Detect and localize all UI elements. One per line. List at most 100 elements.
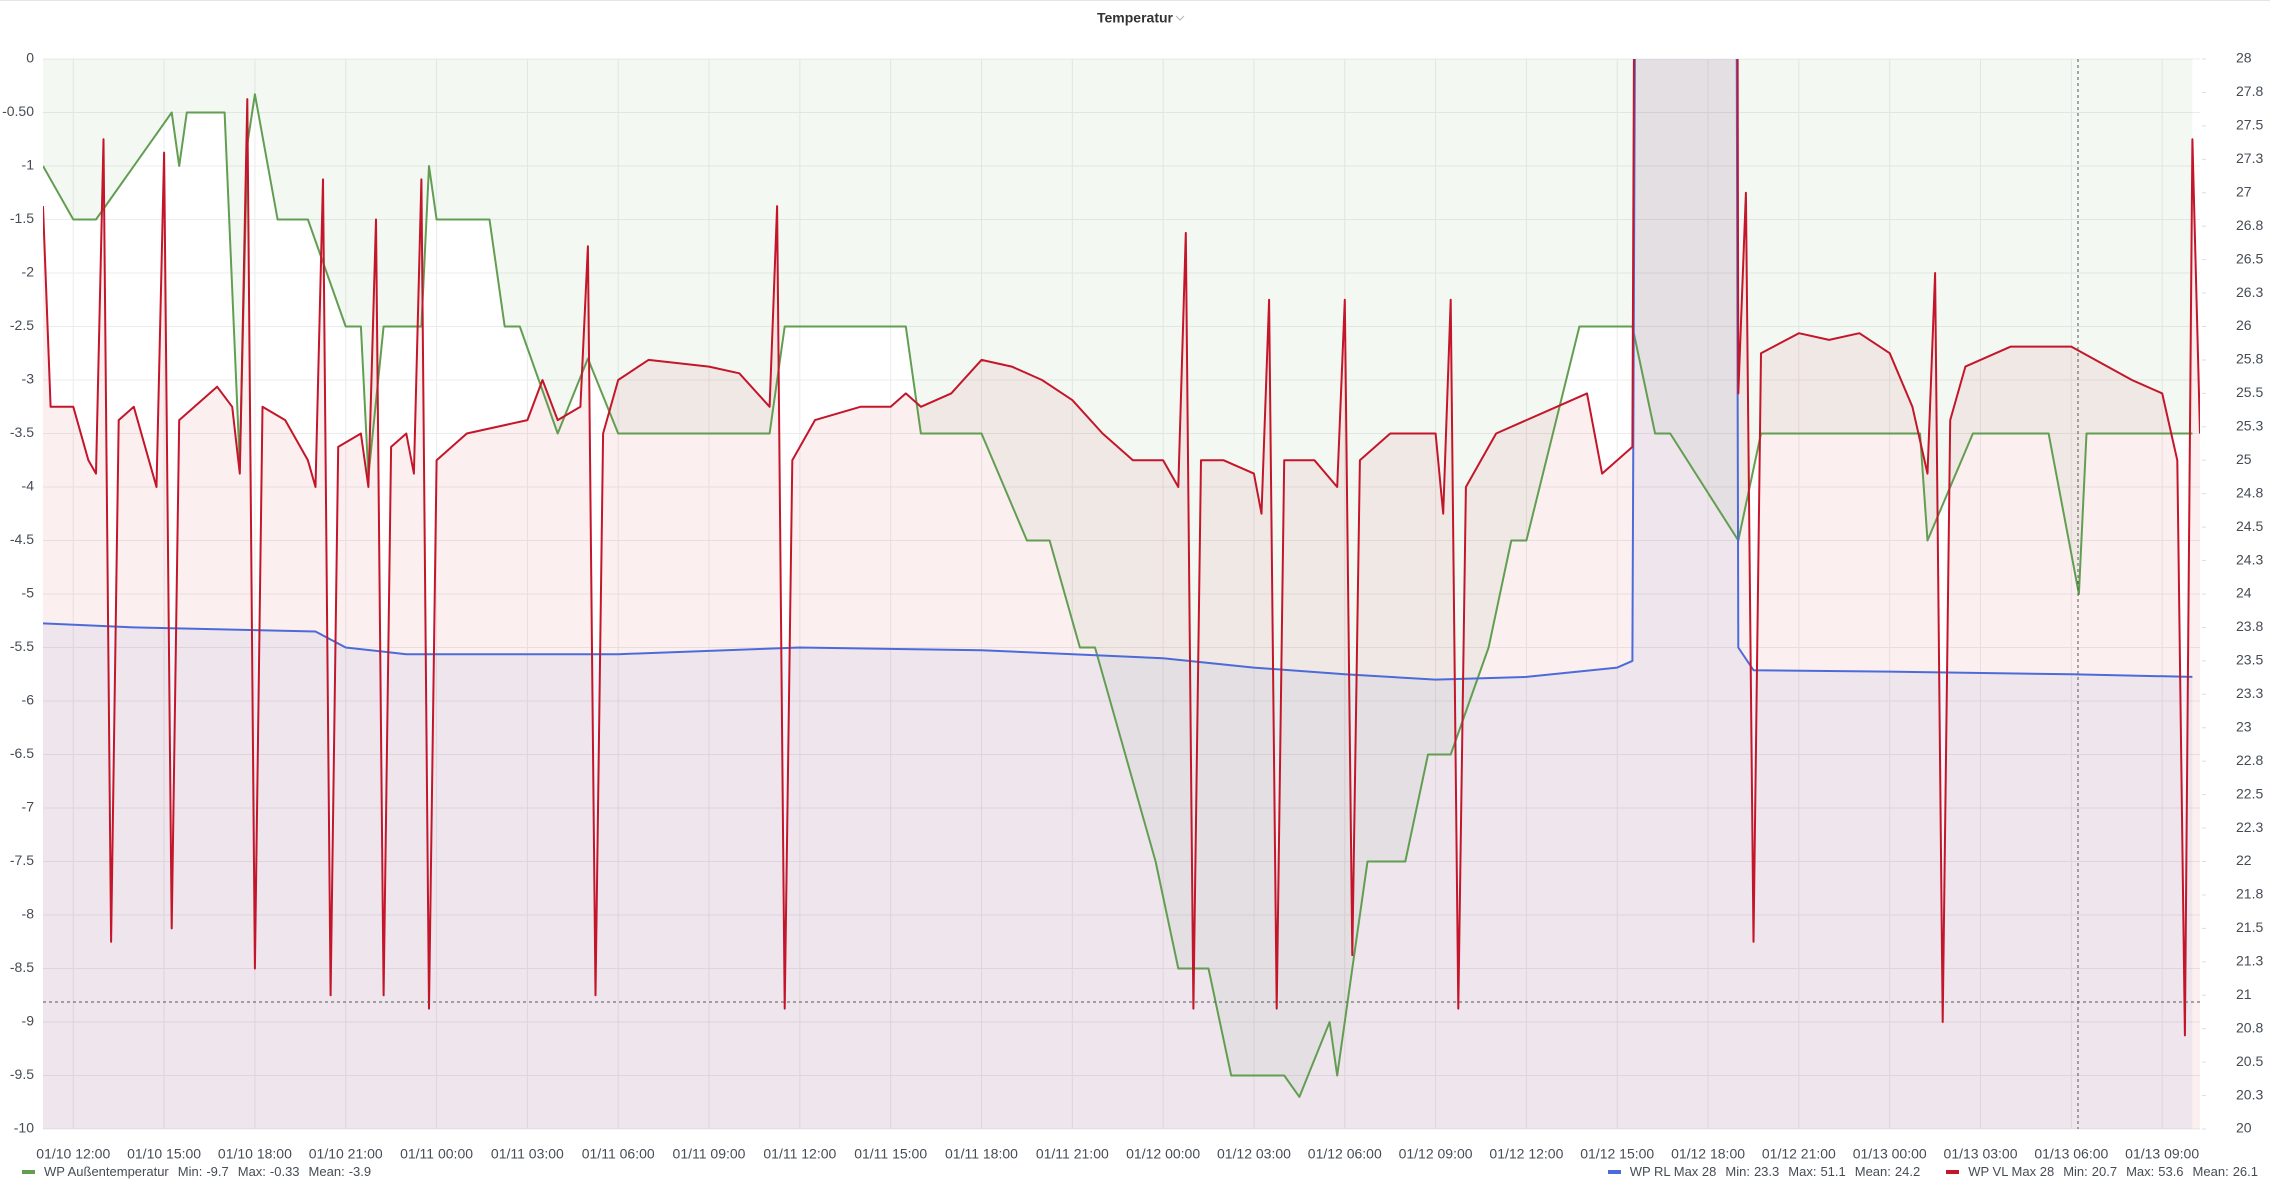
y2-tick-label: 22.8	[2236, 752, 2263, 768]
y2-tick-label: 26.5	[2236, 250, 2263, 266]
legend-stat: Min: -9.7	[178, 1164, 229, 1179]
x-tick-label: 01/11 09:00	[673, 1146, 746, 1162]
legend-name: WP VL Max 28	[1968, 1164, 2055, 1179]
y-tick-label: -3.5	[10, 424, 34, 440]
legend-item[interactable]: WP VL Max 28 Min: 20.7 Max: 53.6 Mean: 26.1	[1946, 1164, 2258, 1179]
x-tick-label: 01/12 21:00	[1762, 1146, 1836, 1162]
y-tick-label: -10	[14, 1120, 34, 1136]
x-tick-label: 01/10 18:00	[218, 1146, 292, 1162]
x-tick-label: 01/12 06:00	[1308, 1146, 1382, 1162]
legend-stat: Mean: 24.2	[1855, 1164, 1920, 1179]
legend-stat: Mean: 26.1	[2193, 1164, 2258, 1179]
series-area	[43, 59, 2193, 1129]
legend-stat: Max: -0.33	[238, 1164, 300, 1179]
y2-tick-label: 27.8	[2236, 83, 2263, 99]
legend-right: WP RL Max 28 Min: 23.3 Max: 51.1 Mean: 24.2 WP …	[1607, 1164, 2258, 1179]
legend-stat-label: Mean:	[308, 1164, 345, 1179]
y2-tick-label: 25.8	[2236, 351, 2263, 367]
y-tick-label: -5.5	[10, 638, 34, 654]
legend-stat-label: Max:	[2126, 1164, 2155, 1179]
y2-tick-label: 27	[2236, 183, 2252, 199]
y2-tick-label: 21	[2236, 986, 2252, 1002]
legend-stat: Min: 23.3	[1725, 1164, 1779, 1179]
legend-stat: Max: 53.6	[2126, 1164, 2183, 1179]
y-tick-label: -4	[22, 478, 35, 494]
x-tick-label: 01/10 15:00	[127, 1146, 201, 1162]
y-tick-label: -8	[22, 906, 35, 922]
y2-tick-label: 24.5	[2236, 518, 2263, 534]
legend-stat: Mean: -3.9	[309, 1164, 372, 1179]
fills	[43, 59, 2200, 1129]
x-tick-label: 01/11 18:00	[945, 1146, 1018, 1162]
series-area	[43, 59, 2200, 1129]
x-tick-label: 01/12 12:00	[1489, 1146, 1563, 1162]
y-tick-label: -4.5	[10, 531, 34, 547]
legend-stat-label: Min:	[2063, 1164, 2088, 1179]
series-line	[43, 93, 2193, 1098]
y2-tick-label: 22.3	[2236, 819, 2263, 835]
y2-tick-label: 20.8	[2236, 1019, 2263, 1035]
x-tick-label: 01/11 06:00	[582, 1146, 655, 1162]
legend-stat: Min: 20.7	[2063, 1164, 2117, 1179]
y-tick-label: -3	[22, 371, 35, 387]
x-tick-label: 01/13 09:00	[2125, 1146, 2199, 1162]
legend-stat-value: 51.1	[1820, 1164, 1846, 1179]
legend-item[interactable]: WP RL Max 28 Min: 23.3 Max: 51.1 Mean: 24.2	[1607, 1164, 1920, 1179]
y2-tick-label: 27.5	[2236, 117, 2263, 133]
legend-stat-value: -0.33	[269, 1164, 300, 1179]
x-tick-label: 01/13 06:00	[2034, 1146, 2108, 1162]
y-tick-label: -2.5	[10, 317, 34, 333]
legend-stat-label: Min:	[1725, 1164, 1750, 1179]
legend-left: WP Außentemperatur Min: -9.7 Max: -0.33 Mean:…	[22, 1164, 371, 1179]
x-tick-label: 01/12 03:00	[1217, 1146, 1291, 1162]
y2-tick-label: 21.3	[2236, 953, 2263, 969]
chart-title[interactable]: Temperatur	[1097, 10, 1174, 26]
y2-tick-label: 23.8	[2236, 618, 2263, 634]
y2-tick-label: 27.3	[2236, 150, 2263, 166]
y2-tick-label: 21.8	[2236, 886, 2263, 902]
legend-name: WP RL Max 28	[1629, 1164, 1717, 1179]
legend-stat-value: -3.9	[348, 1164, 372, 1179]
x-tick-label: 01/12 09:00	[1399, 1146, 1473, 1162]
y2-tick-label: 22	[2236, 852, 2252, 868]
y-tick-label: 0	[26, 50, 34, 66]
x-tick-label: 01/11 03:00	[491, 1146, 564, 1162]
y2-tick-label: 26	[2236, 317, 2252, 333]
y2-tick-label: 25.3	[2236, 418, 2263, 434]
y-tick-label: -8.5	[10, 959, 34, 975]
legend-stat: Max: 51.1	[1788, 1164, 1845, 1179]
y-tick-label: -0.50	[2, 103, 34, 119]
y2-tick-label: 24	[2236, 585, 2252, 601]
y2-tick-label: 25.5	[2236, 384, 2263, 400]
legend-stat-value: 23.3	[1753, 1164, 1780, 1179]
x-tick-label: 01/13 00:00	[1853, 1146, 1927, 1162]
x-tick-label: 01/11 12:00	[763, 1146, 836, 1162]
title-menu-icon[interactable]	[1175, 15, 1185, 21]
series-line	[43, 59, 2200, 1037]
y2-tick-label: 23.5	[2236, 652, 2263, 668]
x-tick-label: 01/10 12:00	[36, 1146, 110, 1162]
y2-tick-label: 20.3	[2236, 1086, 2263, 1102]
y-tick-label: -7	[22, 799, 35, 815]
legend-stat-value: 26.1	[2232, 1164, 2258, 1179]
y2-tick-label: 22.5	[2236, 785, 2263, 801]
legend-stat-label: Max:	[1788, 1164, 1817, 1179]
legend-stat-label: Mean:	[1854, 1164, 1891, 1179]
y-tick-label: -6	[22, 692, 35, 708]
x-tick-label: 01/11 21:00	[1036, 1146, 1109, 1162]
y-tick-label: -1.5	[10, 210, 34, 226]
axis-labels: 0 -0.50 -1 -1.5 -2 -2.5 -3 -3.5 -4 -4.5 -5 -5.5 -6 -6…	[2, 50, 2263, 1162]
legend-stat-value: 20.7	[2091, 1164, 2118, 1179]
x-tick-label: 01/11 00:00	[400, 1146, 473, 1162]
legend-swatch	[1946, 1169, 1960, 1174]
x-tick-label: 01/13 03:00	[1944, 1146, 2018, 1162]
y2-tick-label: 23	[2236, 718, 2252, 734]
legend-item[interactable]: WP Außentemperatur Min: -9.7 Max: -0.33 Mean:…	[22, 1164, 371, 1179]
y2-tick-label: 28	[2236, 50, 2252, 66]
y-tick-label: -7.5	[10, 852, 34, 868]
x-tick-label: 01/12 18:00	[1671, 1146, 1745, 1162]
y-tick-label: -6.5	[10, 745, 34, 761]
y-tick-label: -9.5	[10, 1066, 34, 1082]
